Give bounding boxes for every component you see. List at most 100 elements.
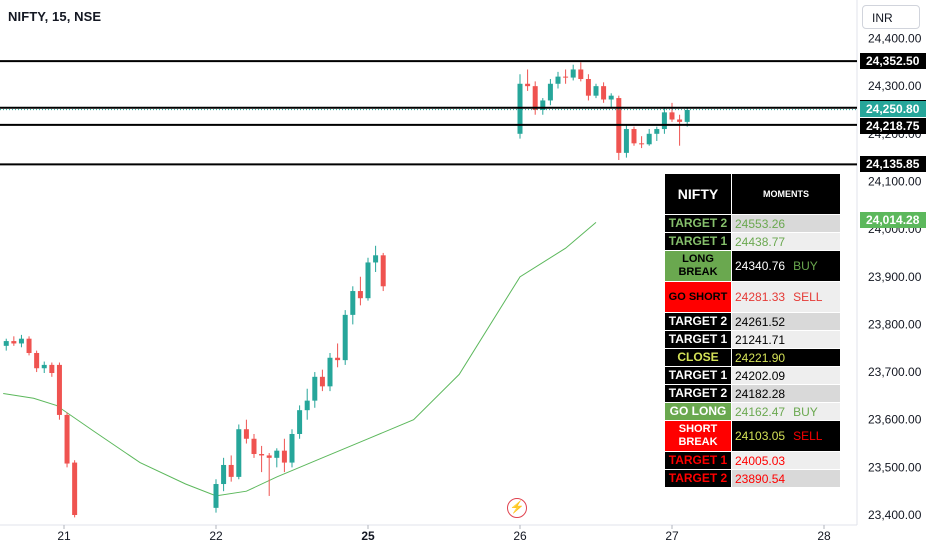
moments-row-label: TARGET 2	[664, 469, 732, 488]
price-tick-label: 23,800.00	[868, 317, 922, 331]
time-tick-label: 25	[361, 529, 375, 543]
moments-value-text: 24005.03	[735, 453, 786, 468]
candle	[327, 352, 333, 392]
candle-body	[639, 143, 645, 145]
moments-row: SHORT BREAK 24103.05 SELL	[664, 420, 841, 452]
candle-body	[350, 291, 356, 315]
price-tick-label: 23,700.00	[868, 365, 922, 379]
candle	[259, 445, 265, 473]
candle	[525, 69, 531, 91]
moments-row: TARGET 1 24202.09	[664, 366, 841, 385]
candle	[18, 334, 24, 348]
candle	[547, 79, 553, 106]
price-level-tag: 24,352.50	[860, 53, 926, 70]
moments-row: TARGET 1 24005.03	[664, 451, 841, 470]
candle-body	[365, 262, 371, 299]
price-tick-label: 24,400.00	[868, 32, 922, 46]
candle-body	[319, 376, 325, 387]
moments-row-label: TARGET 1	[664, 330, 732, 349]
candle-body	[228, 464, 234, 477]
moments-row-label: CLOSE	[664, 348, 732, 367]
candle-body	[72, 462, 78, 515]
candle	[373, 245, 379, 272]
price-level-tag: 24,135.85	[860, 156, 926, 173]
candle-body	[11, 341, 17, 344]
price-tick-label: 23,500.00	[868, 460, 922, 474]
candle-body	[289, 433, 295, 463]
currency-selector[interactable]: INR	[862, 5, 920, 29]
candle-body	[221, 464, 227, 485]
time-tick-label: 27	[665, 529, 679, 543]
moments-row-label: GO SHORT	[664, 281, 732, 313]
moments-value-text: 24221.90	[735, 350, 786, 365]
moments-row: CLOSE 24221.90	[664, 348, 841, 367]
candle-body	[517, 83, 523, 134]
candle	[213, 479, 219, 513]
price-axis-labels: 24,400.0024,300.0024,200.0024,100.0024,0…	[868, 32, 922, 523]
candle	[312, 372, 318, 408]
moments-row-label: TARGET 1	[664, 451, 732, 470]
candle-body	[525, 83, 531, 87]
moving-average-layer	[3, 222, 597, 497]
price-tick-label: 24,300.00	[868, 79, 922, 93]
candle-body	[677, 119, 683, 122]
candle-body	[380, 255, 386, 287]
candle	[26, 336, 32, 356]
candle-body	[601, 86, 607, 100]
moments-row-label: TARGET 2	[664, 214, 732, 233]
lightning-icon[interactable]: ⚡	[507, 498, 527, 518]
moments-header-left: NIFTY	[664, 173, 732, 215]
moments-row-value: 24005.03	[731, 451, 841, 470]
candle	[274, 448, 280, 468]
candle-body	[654, 129, 660, 134]
candle-body	[251, 438, 257, 455]
candle	[570, 64, 576, 81]
moving-average-tag: 24,014.28	[860, 212, 926, 229]
candle-body	[646, 133, 652, 145]
candle	[631, 126, 637, 146]
candle-body	[661, 112, 667, 130]
moments-value-text: 24261.52	[735, 314, 786, 329]
moments-row-label: TARGET 1	[664, 366, 732, 385]
moments-row: TARGET 2 24182.28	[664, 384, 841, 403]
candle	[34, 350, 40, 373]
candle-body	[266, 455, 272, 458]
moments-row-value: 24553.26	[731, 214, 841, 233]
candle	[335, 343, 341, 368]
moments-row-label: SHORT BREAK	[664, 420, 732, 452]
candle-body	[623, 129, 629, 153]
candle-body	[532, 86, 538, 110]
candle	[623, 124, 629, 158]
moments-value-text: 24162.47	[735, 404, 786, 419]
moments-row-value: 23890.54	[731, 469, 841, 488]
candle-body	[540, 100, 546, 110]
moments-row-value: 24438.77	[731, 232, 841, 251]
moments-row: GO SHORT 24281.33 SELL	[664, 281, 841, 313]
moments-action-text: SELL	[793, 290, 823, 304]
moments-value-text: 24182.28	[735, 386, 786, 401]
candle-body	[342, 314, 348, 361]
candle	[266, 453, 272, 496]
moments-value-text: 24281.33	[735, 290, 786, 304]
moments-row: TARGET 2 24553.26	[664, 214, 841, 233]
moments-action-text: SELL	[793, 429, 823, 443]
moments-row-label: GO LONG	[664, 402, 732, 421]
candle	[350, 286, 356, 325]
moments-action-text: BUY	[793, 259, 818, 273]
candle-body	[373, 255, 379, 263]
candle-body	[304, 400, 310, 411]
candle-body	[669, 112, 675, 120]
candle-body	[327, 357, 333, 387]
time-axis-labels: 21 22 25 26 27 28	[57, 525, 831, 543]
candle-body	[608, 95, 614, 100]
candle	[281, 438, 287, 473]
candle-body	[18, 338, 24, 344]
price-tick-label: 24,100.00	[868, 174, 922, 188]
candles-layer	[3, 62, 690, 518]
price-tick-label: 23,600.00	[868, 413, 922, 427]
moments-row-label: TARGET 2	[664, 384, 732, 403]
candle	[669, 102, 675, 122]
candle-body	[236, 429, 242, 477]
moving-average-line	[3, 222, 597, 497]
